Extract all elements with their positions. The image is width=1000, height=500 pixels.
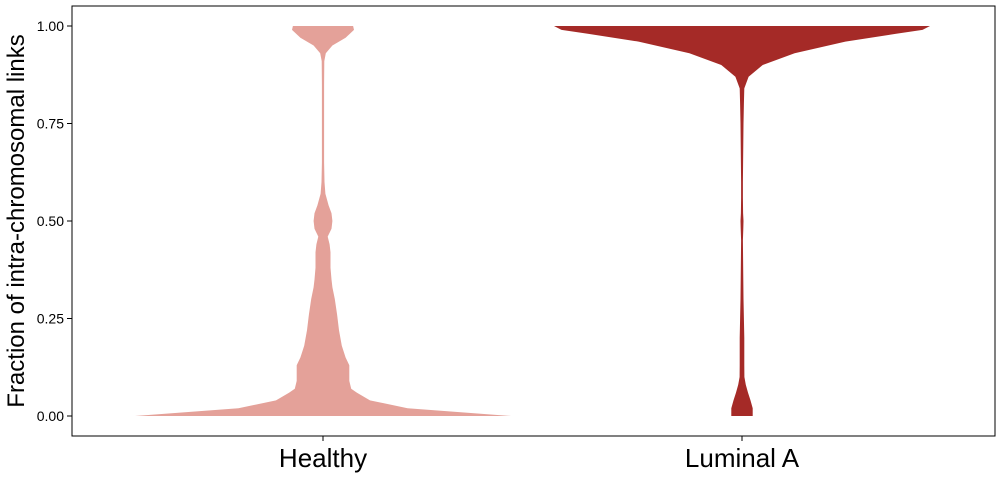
- violin-luminal-a: [554, 26, 930, 416]
- x-axis-ticks: Healthy Luminal A: [279, 436, 800, 473]
- violin-healthy: [135, 26, 511, 416]
- y-tick-label: 0.50: [37, 213, 64, 229]
- y-axis-title: Fraction of intra-chromosomal links: [3, 34, 30, 407]
- x-category-label: Healthy: [279, 443, 367, 473]
- y-tick-label: 1.00: [37, 18, 64, 34]
- y-tick-label: 0.75: [37, 116, 64, 132]
- violins-layer: [135, 26, 930, 416]
- y-tick-label: 0.00: [37, 408, 64, 424]
- x-category-label: Luminal A: [685, 443, 800, 473]
- plot-panel: [71, 5, 996, 437]
- y-axis-ticks: 0.00 0.25 0.50 0.75 1.00: [37, 18, 72, 424]
- y-tick-label: 0.25: [37, 311, 64, 327]
